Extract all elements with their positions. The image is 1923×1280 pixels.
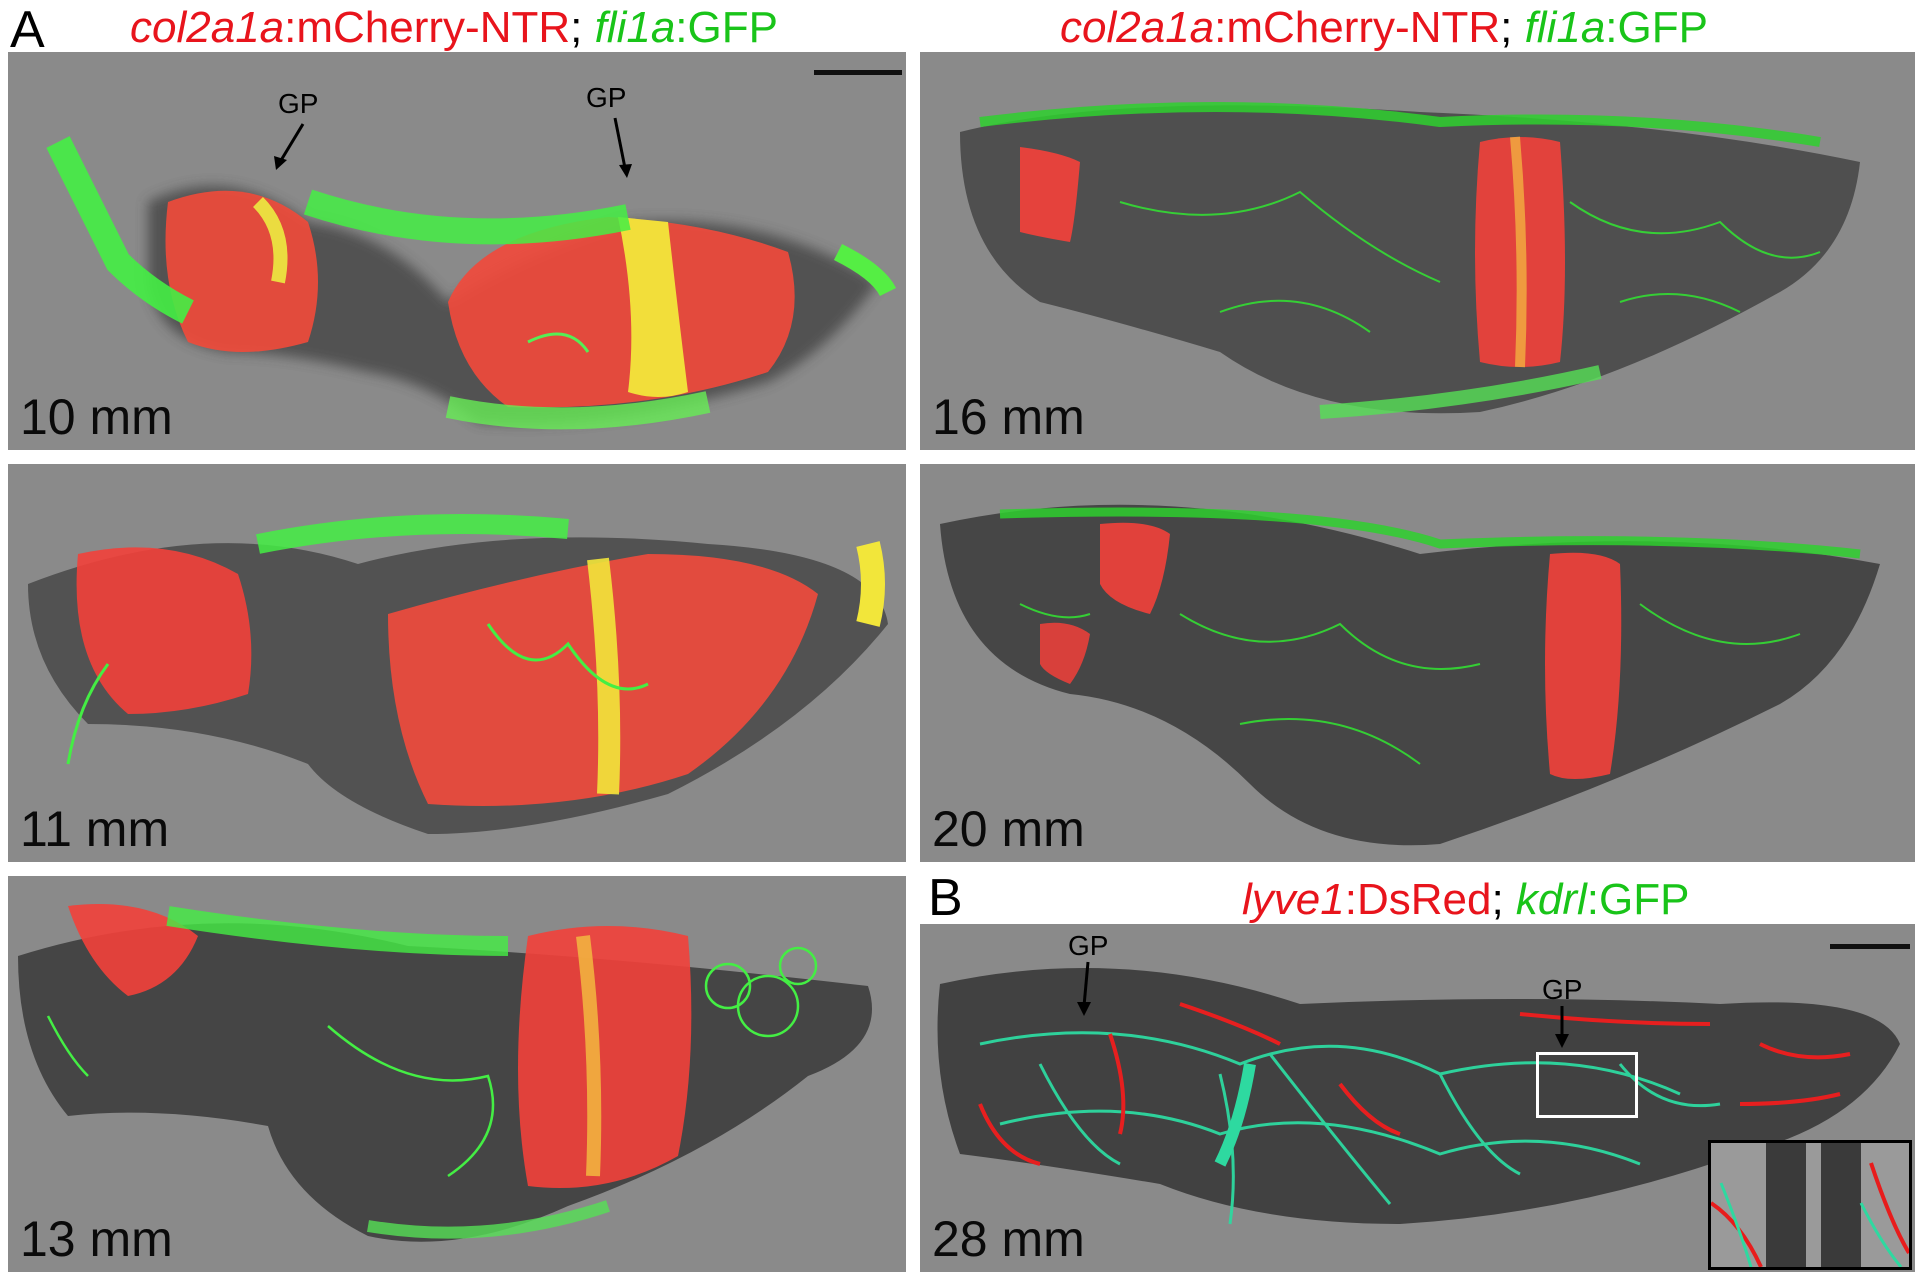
gp-label-left: GP (278, 88, 319, 119)
gp-arrows (1077, 961, 1569, 1048)
title-construct2: :GFP (1605, 3, 1708, 52)
title-gene1: lyve1 (1242, 875, 1345, 924)
gp-label-right: GP (1542, 974, 1583, 1005)
title-sep: ; (1500, 3, 1525, 52)
size-label-16mm: 16 mm (932, 389, 1085, 445)
size-label-20mm: 20 mm (932, 801, 1085, 857)
size-label-28mm: 28 mm (932, 1211, 1085, 1267)
scale-bar (814, 70, 902, 75)
gp-label-right: GP (586, 82, 627, 113)
title-construct1: :DsRed (1344, 875, 1492, 924)
title-gene1: col2a1a (130, 3, 285, 52)
panel-a-title-right: col2a1a:mCherry-NTR; fli1a:GFP (1060, 6, 1708, 50)
title-gene2: fli1a (1524, 3, 1606, 52)
micrograph-28mm: GP GP 28 mm (920, 924, 1915, 1272)
size-label-11mm: 11 mm (20, 801, 170, 857)
size-label-13mm: 13 mm (20, 1211, 173, 1267)
panel-b-title: lyve1:DsRed; kdrl:GFP (1242, 878, 1689, 922)
title-construct1: :mCherry-NTR (284, 3, 571, 52)
micrograph-10mm: GP GP 10 mm (8, 52, 906, 450)
title-gene2: fli1a (594, 3, 676, 52)
panel-b-letter: B (928, 869, 963, 927)
scale-bar (1830, 944, 1910, 949)
micrograph-20mm: 20 mm (920, 464, 1915, 862)
size-label-10mm: 10 mm (20, 389, 173, 445)
title-sep: ; (570, 3, 595, 52)
title-construct1: :mCherry-NTR (1214, 3, 1501, 52)
title-gene1: col2a1a (1060, 3, 1215, 52)
micrograph-11mm: 11 mm (8, 464, 906, 862)
title-sep: ; (1491, 875, 1516, 924)
panel-a-letter: A (10, 1, 45, 59)
title-construct2: :GFP (1586, 875, 1690, 924)
title-construct2: :GFP (675, 3, 778, 52)
micrograph-13mm: 13 mm (8, 876, 906, 1272)
roi-box (1536, 1052, 1638, 1118)
gp-label-left: GP (1068, 930, 1109, 961)
micrograph-16mm: 16 mm (920, 52, 1915, 450)
gp-arrows (274, 117, 632, 178)
title-gene2: kdrl (1515, 875, 1587, 924)
inset-zoom (1708, 1140, 1912, 1270)
panel-a-title-left: col2a1a:mCherry-NTR; fli1a:GFP (130, 6, 778, 50)
